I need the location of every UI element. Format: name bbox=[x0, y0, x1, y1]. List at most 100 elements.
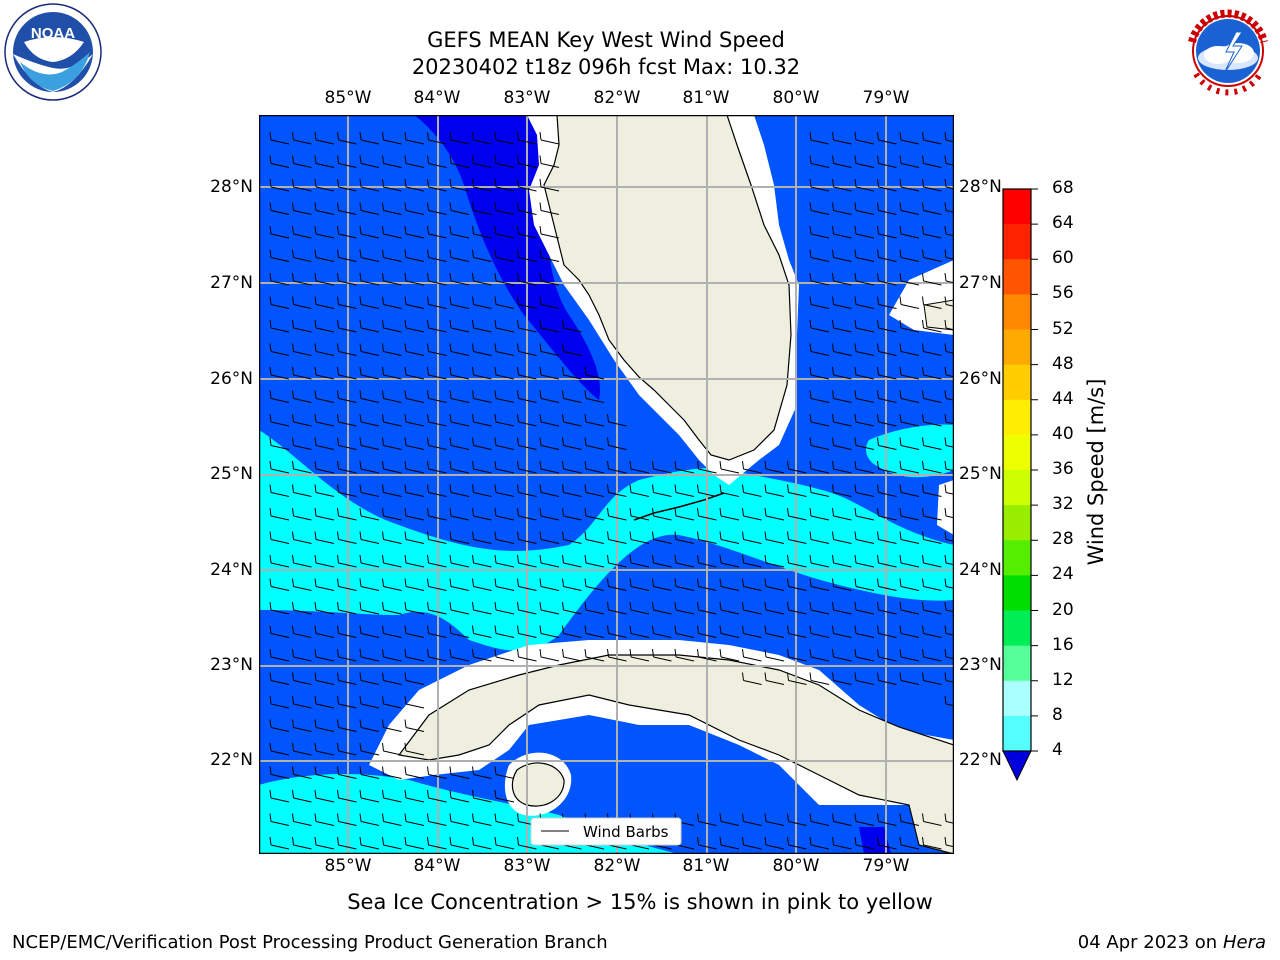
wind-barb bbox=[494, 296, 515, 309]
wind-barb bbox=[922, 249, 942, 262]
colorbar-cell bbox=[1003, 540, 1031, 576]
wind-barb bbox=[697, 554, 717, 568]
wind-barb bbox=[404, 836, 425, 850]
wind-barb bbox=[292, 766, 312, 779]
wind-barb bbox=[404, 672, 425, 685]
wind-barb bbox=[404, 719, 425, 732]
colorbar-cell bbox=[1003, 645, 1031, 682]
wind-barb bbox=[607, 648, 627, 662]
wind-barb bbox=[922, 296, 942, 309]
wind-barb bbox=[877, 249, 897, 262]
wind-barb bbox=[877, 225, 897, 239]
wind-barb bbox=[292, 249, 312, 262]
wind-barb bbox=[269, 531, 290, 544]
wind-barb bbox=[809, 531, 830, 544]
wind-barb bbox=[449, 296, 470, 309]
wind-barb bbox=[494, 484, 515, 497]
wind-barb bbox=[292, 202, 312, 215]
wind-barb bbox=[832, 319, 852, 333]
wind-barb bbox=[832, 437, 852, 450]
wind-barb bbox=[719, 836, 740, 850]
wind-barb bbox=[427, 343, 447, 356]
colorbar-cell bbox=[1003, 715, 1031, 752]
colorbar-tick-label: 8 bbox=[1052, 704, 1063, 725]
colorbar-cell bbox=[1003, 294, 1031, 330]
wind-barb bbox=[494, 366, 515, 380]
wind-barb bbox=[809, 601, 830, 615]
wind-barb bbox=[877, 131, 897, 145]
wind-barb bbox=[607, 413, 627, 427]
wind-barb bbox=[494, 155, 515, 168]
wind-barb bbox=[944, 178, 954, 190]
wind-barb bbox=[832, 507, 852, 521]
wind-barb bbox=[742, 531, 762, 544]
wind-barb bbox=[382, 225, 402, 239]
wind-barb bbox=[719, 507, 740, 521]
wind-barb bbox=[809, 390, 830, 403]
wind-barb bbox=[337, 484, 357, 497]
wind-barb bbox=[404, 484, 425, 497]
graticule bbox=[259, 115, 954, 854]
wind-barb bbox=[832, 813, 852, 826]
wind-barb bbox=[854, 507, 875, 521]
colorbar-tick-label: 24 bbox=[1052, 564, 1074, 585]
wind-barb bbox=[539, 202, 560, 215]
wind-barb bbox=[404, 155, 425, 168]
wind-barb bbox=[404, 813, 425, 826]
wind-barb bbox=[922, 484, 942, 497]
wind-barb bbox=[269, 155, 290, 168]
colorbar-tick-label: 40 bbox=[1052, 423, 1074, 444]
wind-barb bbox=[652, 507, 672, 521]
colorbar-cell bbox=[1003, 680, 1031, 717]
wind-barb bbox=[269, 460, 290, 474]
wind-barb bbox=[382, 766, 402, 779]
wind-barb bbox=[517, 178, 537, 192]
wind-barb bbox=[787, 578, 807, 591]
wind-barb bbox=[517, 155, 537, 168]
wind-barb bbox=[404, 625, 425, 638]
wind-barb bbox=[877, 319, 897, 333]
wind-barb bbox=[674, 648, 695, 662]
wind-barb bbox=[562, 390, 582, 403]
wind-barb bbox=[472, 272, 492, 286]
wind-barb bbox=[449, 202, 470, 215]
wind-barb bbox=[697, 507, 717, 521]
wind-barb bbox=[337, 695, 357, 709]
wind-barb bbox=[359, 460, 380, 474]
wind-barb bbox=[314, 672, 335, 685]
wind-barb bbox=[359, 813, 380, 826]
lon-label-bottom: 79°W bbox=[862, 856, 910, 876]
wind-barb bbox=[584, 390, 605, 403]
wind-barb bbox=[292, 343, 312, 356]
lat-label-left: 28°N bbox=[210, 177, 253, 197]
wind-barb bbox=[877, 648, 897, 662]
wind-barb bbox=[427, 390, 447, 403]
colorbar-cell bbox=[1003, 189, 1031, 225]
wind-barb bbox=[832, 672, 852, 685]
wind-barb bbox=[562, 648, 582, 662]
wind-barb bbox=[787, 836, 807, 850]
wind-barb bbox=[359, 390, 380, 403]
wind-barb bbox=[404, 648, 425, 662]
wind-barb bbox=[337, 131, 357, 145]
wind-barb bbox=[719, 531, 740, 544]
wind-barb bbox=[899, 507, 920, 521]
wind-barb bbox=[787, 813, 807, 826]
wind-barb bbox=[314, 601, 335, 615]
lon-label-top: 85°W bbox=[324, 88, 372, 108]
wind-barb bbox=[854, 460, 875, 474]
wind-barb bbox=[269, 578, 290, 591]
wind-barb bbox=[944, 554, 954, 566]
wind-barb bbox=[787, 554, 807, 568]
wind-barb bbox=[292, 531, 312, 544]
wind-barb bbox=[449, 366, 470, 380]
wind-barb bbox=[944, 155, 954, 166]
wind-barb bbox=[674, 507, 695, 521]
wind-barb bbox=[382, 202, 402, 215]
wind-barb bbox=[832, 460, 852, 474]
wind-barb bbox=[359, 836, 380, 850]
wind-barb bbox=[944, 249, 954, 260]
wind-barb bbox=[877, 578, 897, 591]
wind-barb bbox=[629, 601, 650, 615]
wind-barb bbox=[944, 131, 954, 143]
